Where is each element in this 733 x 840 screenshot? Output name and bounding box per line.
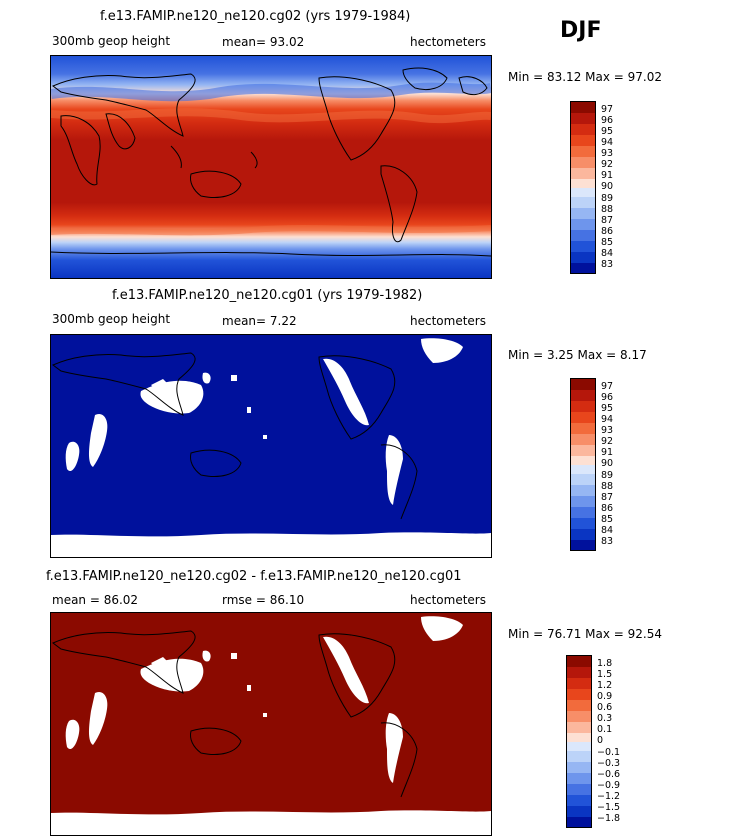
cbar3-label: −1.5	[597, 802, 621, 813]
cbar1-label: 92	[601, 159, 614, 170]
panel2-white-patches	[51, 338, 491, 557]
panel3-rmse-label: rmse = 86.10	[222, 593, 305, 607]
cbar2-label: 92	[601, 436, 614, 447]
cbar3-label: 0.9	[597, 691, 613, 702]
cbar3-label: 0.6	[597, 702, 613, 713]
panel3-coastlines	[52, 630, 418, 798]
panel3-map	[50, 612, 492, 836]
panel3-white-patches	[51, 616, 491, 835]
cbar3-label: 0.1	[597, 724, 613, 735]
cbar1-label: 96	[601, 115, 614, 126]
panel1-title: f.e13.FAMIP.ne120_ne120.cg02 (yrs 1979-1…	[100, 9, 411, 24]
cbar1-label: 88	[601, 204, 614, 215]
panel1-units-label: hectometers	[410, 35, 486, 49]
cbar3-label: −0.9	[597, 780, 621, 791]
panel1-map	[50, 55, 492, 279]
season-label: DJF	[560, 18, 602, 43]
panel1-left-label: 300mb geop height	[52, 34, 171, 48]
panel2-map-svg	[51, 335, 491, 557]
panel2-title: f.e13.FAMIP.ne120_ne120.cg01 (yrs 1979-1…	[112, 288, 423, 303]
panel3-field	[51, 613, 491, 835]
cbar3-label: −1.8	[597, 813, 621, 824]
cbar3-label: 1.8	[597, 658, 613, 669]
cbar2-label: 85	[601, 514, 614, 525]
cbar2-label: 89	[601, 470, 614, 481]
cbar3-label: 0.3	[597, 713, 613, 724]
cbar1-label: 89	[601, 193, 614, 204]
panel1-coastlines	[51, 67, 491, 257]
cbar1-label: 87	[601, 215, 614, 226]
cbar1-label: 90	[601, 181, 614, 192]
panel3-minmax: Min = 76.71 Max = 92.54	[508, 627, 662, 641]
cbar2-label: 87	[601, 492, 614, 503]
cbar3-label: −0.1	[597, 747, 621, 758]
panel3-units-label: hectometers	[410, 593, 486, 607]
panel2-mean-label: mean= 7.22	[222, 314, 297, 328]
cbar2-label: 93	[601, 425, 614, 436]
cbar2-label: 88	[601, 481, 614, 492]
cbar2-label: 86	[601, 503, 614, 514]
panel1-colorbar: 97 96 95 94 93 92 91 90 89 88 87 86 85 8…	[570, 101, 613, 274]
panel3-map-svg	[51, 613, 491, 835]
cbar2-label: 95	[601, 403, 614, 414]
cbar2-label: 96	[601, 392, 614, 403]
cbar1-label: 86	[601, 226, 614, 237]
panel2-units-label: hectometers	[410, 314, 486, 328]
cbar1-label: 97	[601, 104, 614, 115]
panel2-left-label: 300mb geop height	[52, 312, 171, 326]
cbar1-label: 93	[601, 148, 614, 159]
cbar2-label: 97	[601, 381, 614, 392]
panel1-minmax: Min = 83.12 Max = 97.02	[508, 70, 662, 84]
cbar2-label: 84	[601, 525, 614, 536]
cbar1-label: 84	[601, 248, 614, 259]
cbar3-label: −0.3	[597, 758, 621, 769]
cbar2-label: 83	[601, 536, 614, 547]
cbar1-label: 94	[601, 137, 614, 148]
panel2-field	[51, 335, 491, 557]
panel1-map-svg	[51, 56, 491, 278]
panel3-title: f.e13.FAMIP.ne120_ne120.cg02 - f.e13.FAM…	[46, 569, 462, 584]
cbar2-label: 90	[601, 458, 614, 469]
panel2-colorbar: 97 96 95 94 93 92 91 90 89 88 87 86 85 8…	[570, 378, 613, 551]
cbar2-label: 91	[601, 447, 614, 458]
cbar3-label: 0	[597, 735, 604, 746]
panel2-coastlines	[52, 352, 418, 520]
cbar3-label: −0.6	[597, 769, 621, 780]
cbar2-label: 94	[601, 414, 614, 425]
cbar1-label: 83	[601, 259, 614, 270]
cbar1-label: 91	[601, 170, 614, 181]
cbar1-label: 85	[601, 237, 614, 248]
panel3-mean-label: mean = 86.02	[52, 593, 139, 607]
cbar1-label: 95	[601, 126, 614, 137]
cbar3-label: 1.2	[597, 680, 613, 691]
panel2-map	[50, 334, 492, 558]
panel2-minmax: Min = 3.25 Max = 8.17	[508, 348, 647, 362]
panel3-colorbar: 1.8 1.5 1.2 0.9 0.6 0.3 0.1 0 −0.1 −0.3 …	[566, 655, 620, 828]
panel1-mean-label: mean= 93.02	[222, 35, 305, 49]
cbar3-label: 1.5	[597, 669, 613, 680]
cbar3-label: −1.2	[597, 791, 621, 802]
